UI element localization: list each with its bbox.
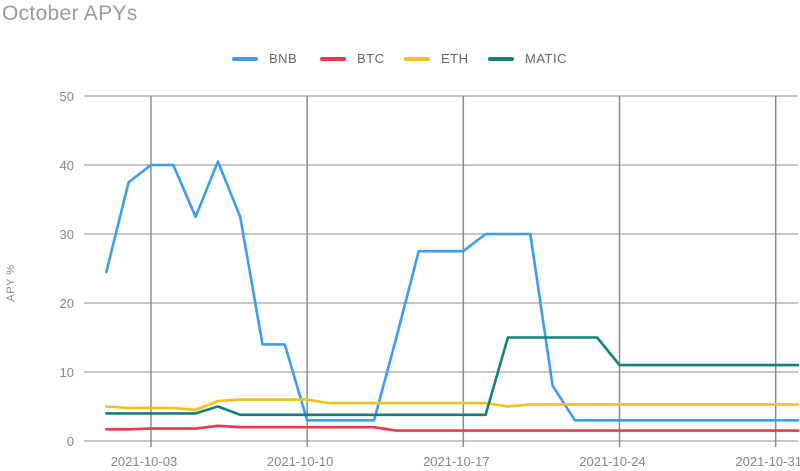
x-axis: 2021-10-03 2021-10-10 2021-10-17 2021-10-24… — [111, 441, 800, 469]
legend-label-bnb: BNB — [269, 51, 298, 66]
y-tick-label: 40 — [60, 158, 74, 173]
legend-swatch-eth — [404, 56, 430, 61]
x-tick-label: 2021-10-03 — [111, 454, 178, 469]
x-tick-label: 2021-10-31 — [735, 454, 800, 469]
y-tick-label: 30 — [60, 227, 74, 242]
x-tick-label: 2021-10-24 — [579, 454, 646, 469]
legend-item-btc[interactable]: BTC — [320, 51, 385, 66]
legend-item-bnb[interactable]: BNB — [232, 51, 297, 66]
series-lines — [105, 160, 800, 432]
y-tick-label: 10 — [60, 365, 74, 380]
y-axis-label: APY % — [5, 264, 17, 301]
legend-label-btc: BTC — [357, 51, 385, 66]
legend-item-eth[interactable]: ETH — [404, 51, 469, 66]
y-tick-label: 20 — [60, 296, 74, 311]
legend-item-matic[interactable]: MATIC — [488, 51, 567, 66]
series-line-matic[interactable] — [105, 336, 800, 417]
legend-swatch-bnb — [232, 56, 258, 61]
legend-swatch-btc — [320, 56, 346, 61]
y-tick-label: 0 — [67, 434, 74, 449]
chart-title: October APYs — [2, 2, 138, 25]
y-tick-label: 50 — [60, 89, 74, 104]
legend-label-eth: ETH — [441, 51, 469, 66]
series-line-eth[interactable] — [105, 398, 800, 412]
y-axis: 0 10 20 30 40 50 — [60, 89, 74, 449]
legend-swatch-matic — [488, 56, 514, 61]
x-tick-label: 2021-10-10 — [267, 454, 334, 469]
series-line-bnb[interactable] — [105, 160, 800, 422]
series-line-btc[interactable] — [105, 424, 800, 432]
legend-label-matic: MATIC — [525, 51, 567, 66]
x-tick-label: 2021-10-17 — [423, 454, 490, 469]
legend: BNB BTC ETH MATIC — [0, 51, 800, 69]
grid — [84, 95, 798, 442]
